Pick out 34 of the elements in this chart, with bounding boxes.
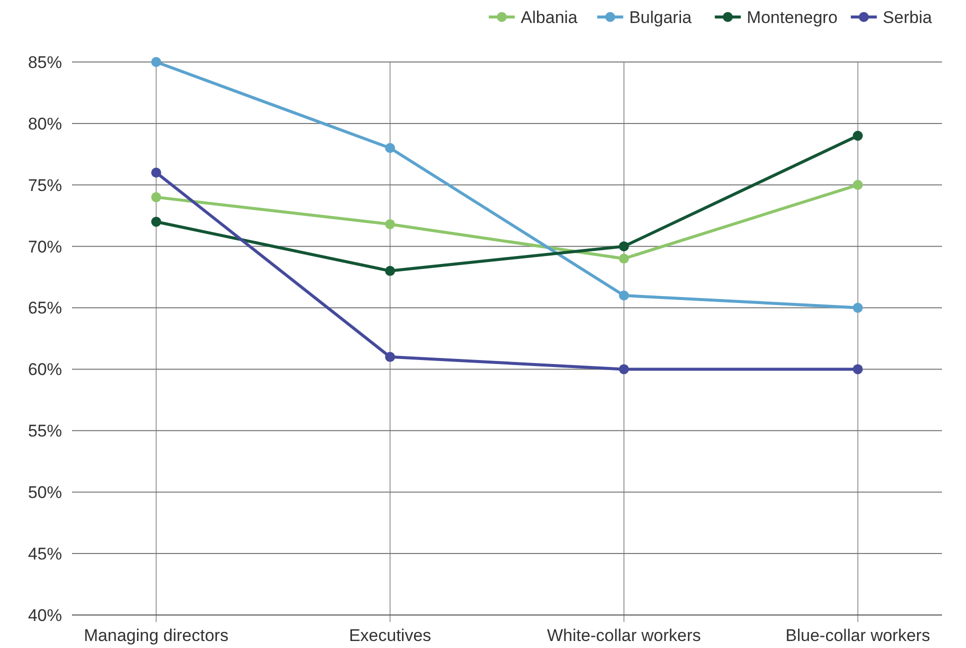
point <box>852 364 863 374</box>
point <box>618 241 629 252</box>
y-tick-label: 80% <box>28 114 62 134</box>
point <box>618 290 629 300</box>
y-tick-label: 65% <box>28 298 62 318</box>
point <box>151 57 162 67</box>
y-tick-label: 45% <box>28 544 62 564</box>
point <box>618 254 629 264</box>
point <box>385 143 396 154</box>
y-tick-label: 60% <box>28 360 62 380</box>
y-tick-label: 85% <box>28 52 62 72</box>
point <box>385 266 396 276</box>
legend-label: Albania <box>520 8 578 27</box>
point <box>385 219 396 230</box>
y-tick-label: 40% <box>28 606 62 625</box>
point <box>852 130 863 141</box>
legend-label: Montenegro <box>746 8 838 27</box>
x-tick-label: Blue-collar workers <box>786 626 930 645</box>
legend-label: Serbia <box>882 8 932 27</box>
y-tick-label: 75% <box>28 176 62 195</box>
x-tick-label: White-collar workers <box>546 626 701 645</box>
x-tick-label: Managing directors <box>84 626 228 645</box>
point <box>151 216 162 227</box>
point <box>618 364 629 374</box>
x-tick-label: Executives <box>348 626 432 645</box>
point <box>385 352 396 362</box>
point <box>852 302 863 313</box>
point <box>151 192 162 202</box>
point <box>852 180 863 190</box>
y-tick-label: 50% <box>28 483 62 502</box>
y-tick-label: 70% <box>28 237 62 256</box>
point <box>151 168 162 178</box>
legend-label: Bulgaria <box>629 8 692 27</box>
y-tick-label: 55% <box>28 422 62 441</box>
